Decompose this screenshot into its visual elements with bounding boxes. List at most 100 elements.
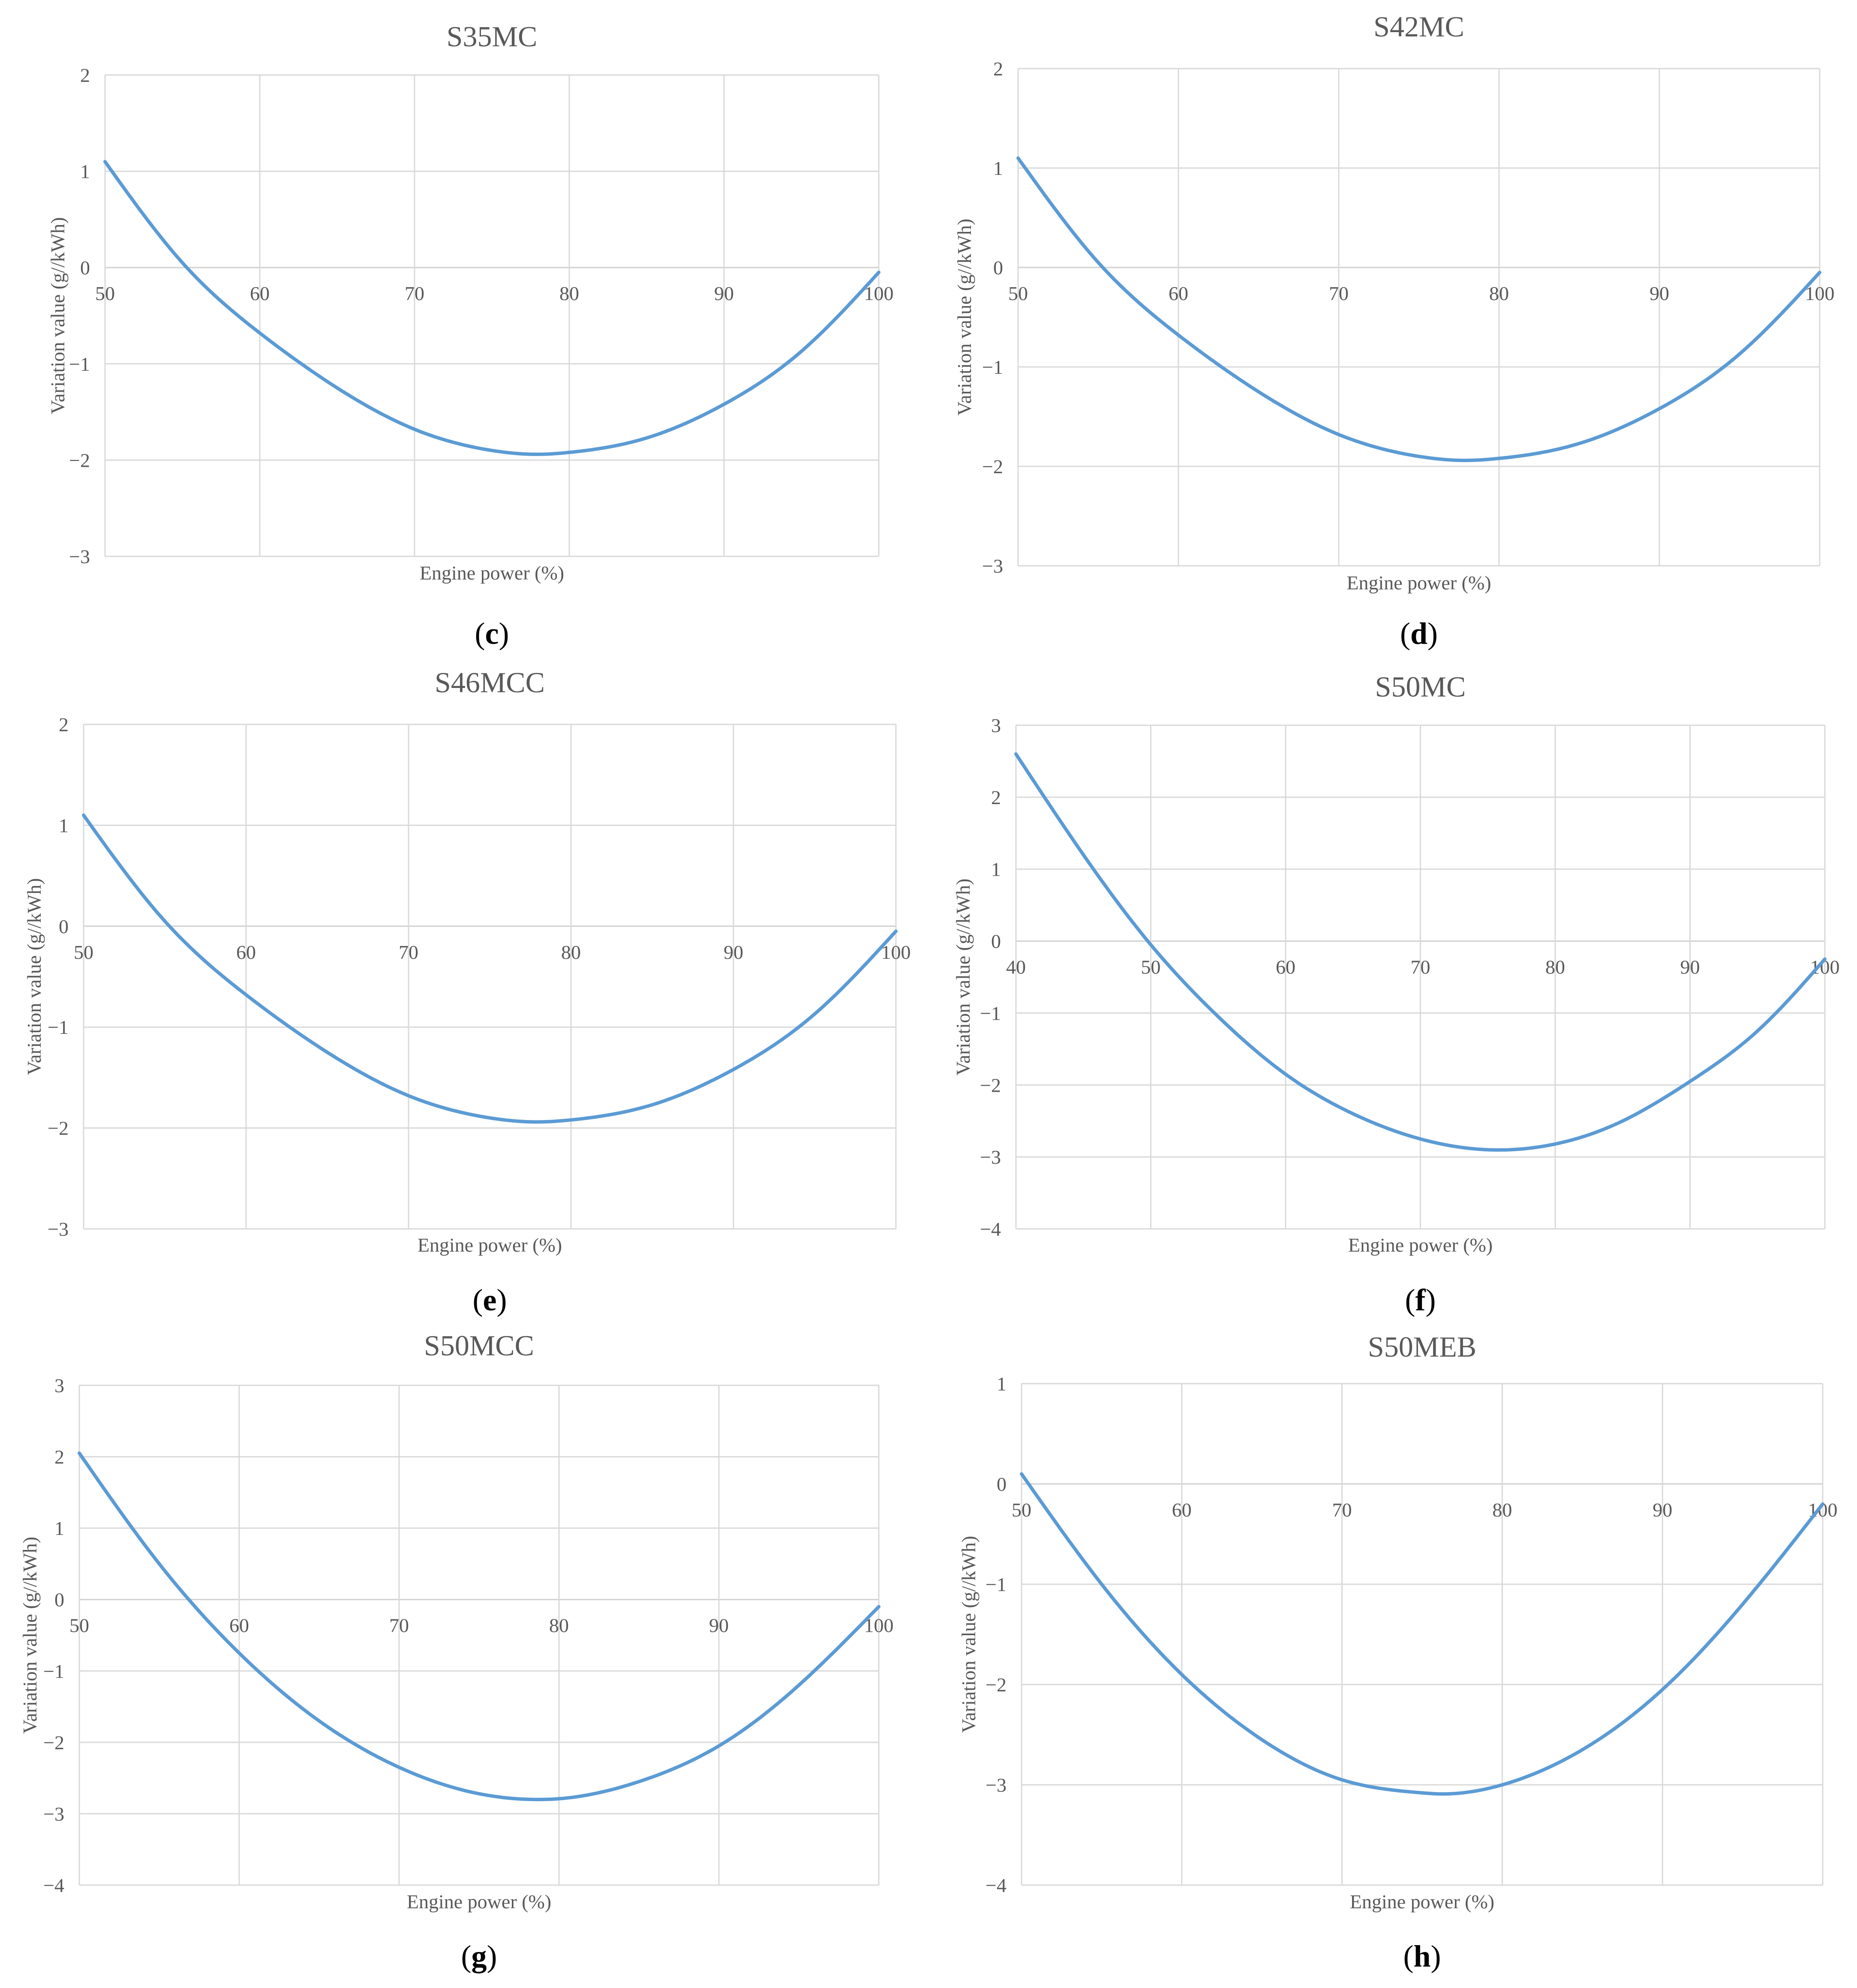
chart-panel-d: 2 1 0 −1 −2 −3 50 60 70 80 90 100 S42MC Engine power … (953, 10, 1835, 651)
y-axis-label: Variation value (g//kWh) (958, 1536, 980, 1733)
y-tick-label: −3 (43, 1803, 64, 1825)
y-tick-label: −1 (980, 1002, 1001, 1024)
x-axis-label: Engine power (%) (1350, 1891, 1494, 1913)
y-axis-label: Variation value (g//kWh) (19, 1537, 41, 1734)
series-line (103, 160, 880, 456)
y-axis-label: Variation value (g//kWh) (47, 217, 69, 414)
chart-title: S50MCC (424, 1329, 534, 1362)
x-axis-label: Engine power (%) (1346, 572, 1491, 594)
x-tick-label: 60 (1276, 956, 1295, 978)
x-tick-label: 70 (399, 941, 418, 963)
x-tick-label: 90 (1653, 1499, 1672, 1521)
panel-letter: d (1410, 616, 1427, 651)
y-tick-label: −3 (48, 1218, 69, 1240)
x-tick-label: 80 (559, 282, 579, 304)
y-tick-label: 1 (54, 1517, 64, 1539)
y-tick-label: −4 (43, 1874, 64, 1896)
x-tick-label: 80 (1545, 956, 1565, 978)
y-tick-label: 0 (59, 916, 69, 937)
x-tick-label: 60 (1172, 1499, 1192, 1521)
x-tick-label: 70 (405, 282, 424, 304)
x-tick-label: 60 (229, 1615, 249, 1637)
chart-panel-e: 2 1 0 −1 −2 −3 50 60 70 80 90 100 S46MCC Engine power… (23, 666, 911, 1317)
panel-letter: c (485, 616, 499, 651)
x-tick-label: 70 (1329, 282, 1349, 304)
y-tick-label: −3 (986, 1774, 1007, 1796)
y-tick-label: −2 (43, 1732, 64, 1754)
x-axis-label: Engine power (%) (407, 1891, 551, 1913)
panel-label: (f) (1405, 1283, 1436, 1317)
x-tick-label: 100 (881, 941, 911, 963)
x-tick-label: 90 (724, 941, 743, 963)
panel-label: (d) (1400, 616, 1438, 651)
y-tick-label: −1 (69, 353, 90, 375)
y-tick-label: 0 (997, 1473, 1007, 1495)
y-tick-label: −1 (48, 1016, 69, 1038)
x-tick-label: 60 (250, 282, 270, 304)
y-tick-label: −3 (69, 546, 90, 568)
y-tick-label: 3 (54, 1375, 64, 1396)
panel-label: (c) (475, 616, 509, 651)
x-tick-label: 60 (1169, 282, 1188, 304)
x-tick-label: 50 (1012, 1499, 1031, 1521)
x-tick-label: 60 (236, 941, 256, 963)
y-tick-label: 2 (59, 714, 69, 736)
y-tick-label: −2 (986, 1674, 1007, 1696)
panel-label: (g) (461, 1939, 497, 1973)
y-tick-label: −2 (48, 1117, 69, 1139)
x-tick-label: 40 (1006, 956, 1026, 978)
y-axis-label: Variation value (g//kWh) (953, 219, 975, 416)
y-tick-label: 0 (993, 257, 1003, 279)
y-tick-label: 2 (54, 1446, 64, 1468)
chart-title: S50MC (1375, 670, 1466, 703)
y-tick-label: 0 (80, 257, 90, 279)
panel-letter: g (472, 1939, 487, 1973)
y-tick-label: −4 (980, 1218, 1001, 1240)
x-tick-label: 80 (1489, 282, 1509, 304)
series-line (1016, 156, 1821, 462)
x-tick-label: 50 (1141, 956, 1161, 978)
y-tick-label: −2 (69, 449, 90, 471)
chart-panel-c: 2 1 0 −1 −2 −3 50 60 70 80 90 100 S35MC Engine power … (47, 20, 894, 651)
y-tick-label: −3 (980, 1146, 1001, 1168)
y-tick-label: −2 (982, 456, 1003, 477)
x-tick-label: 50 (1008, 282, 1028, 304)
x-axis-label: Engine power (%) (1348, 1234, 1493, 1256)
y-tick-label: 3 (991, 715, 1001, 736)
y-axis-label: Variation value (g//kWh) (952, 879, 974, 1076)
x-tick-label: 50 (74, 941, 93, 963)
x-axis-label: Engine power (%) (418, 1234, 562, 1256)
y-tick-label: −2 (980, 1074, 1001, 1096)
panel-label: (e) (473, 1283, 507, 1317)
x-tick-label: 90 (1650, 282, 1669, 304)
chart-title: S35MC (447, 20, 538, 53)
x-tick-label: 50 (69, 1615, 89, 1637)
y-tick-label: 2 (80, 64, 90, 86)
y-tick-label: 0 (54, 1589, 64, 1611)
x-tick-label: 70 (1411, 956, 1430, 978)
y-tick-label: −1 (43, 1660, 64, 1682)
chart-title: S46MCC (435, 666, 545, 699)
y-tick-label: −1 (982, 356, 1003, 378)
y-tick-label: −1 (986, 1574, 1007, 1595)
panel-letter: f (1415, 1283, 1426, 1317)
y-axis-label: Variation value (g//kWh) (23, 878, 45, 1075)
x-tick-label: 80 (561, 941, 581, 963)
series-line (1014, 752, 1827, 1152)
x-tick-label: 50 (95, 282, 115, 304)
chart-title: S50MEB (1368, 1330, 1476, 1363)
y-tick-label: 1 (80, 161, 90, 183)
y-tick-label: −3 (982, 555, 1003, 577)
panel-letter: e (483, 1283, 497, 1317)
chart-title: S42MC (1373, 10, 1464, 43)
x-tick-label: 90 (709, 1615, 729, 1637)
series-line (82, 813, 898, 1124)
y-tick-label: 1 (993, 157, 1003, 179)
x-tick-label: 70 (1332, 1499, 1352, 1521)
x-tick-label: 70 (389, 1615, 409, 1637)
panel-letter: h (1413, 1939, 1430, 1973)
